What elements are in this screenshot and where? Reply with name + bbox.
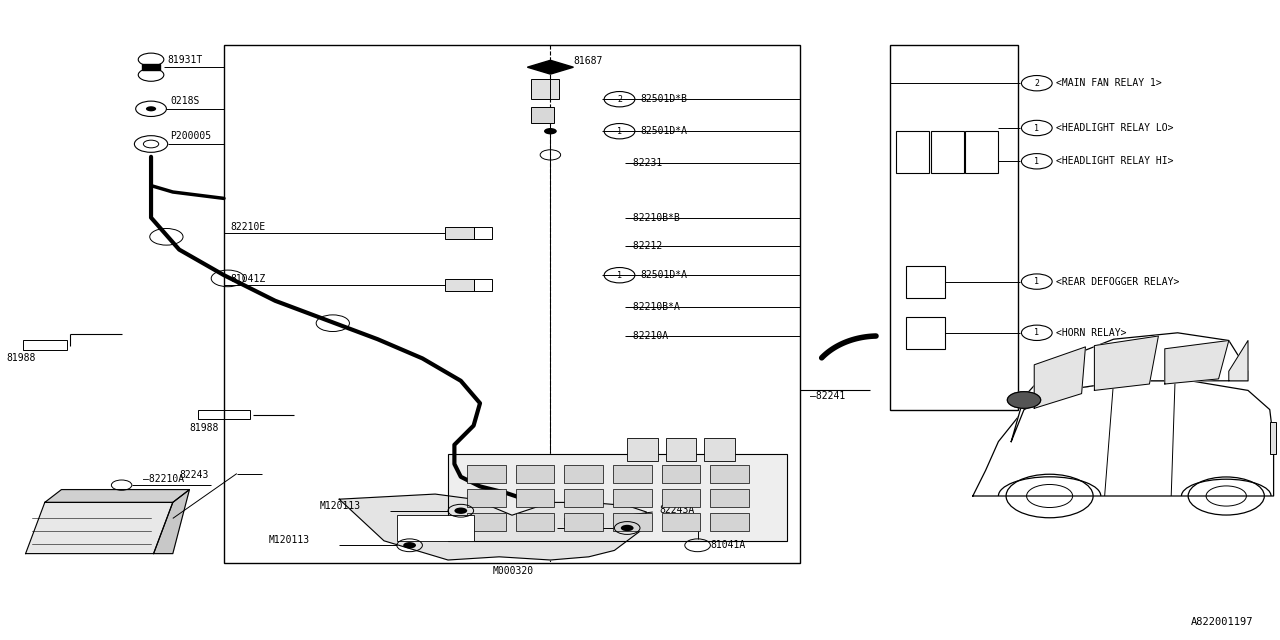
Text: —82231: —82231 xyxy=(627,158,663,168)
Text: M120113: M120113 xyxy=(563,518,604,528)
Bar xyxy=(23,340,67,350)
Text: 81988: 81988 xyxy=(189,422,219,433)
Bar xyxy=(448,454,787,541)
Text: 0218S: 0218S xyxy=(170,96,200,106)
Bar xyxy=(531,107,554,123)
Bar xyxy=(613,513,652,531)
Bar xyxy=(467,513,506,531)
Bar xyxy=(931,131,964,173)
Text: 82501D*A: 82501D*A xyxy=(640,270,687,280)
Bar xyxy=(662,489,700,507)
Bar xyxy=(627,438,658,461)
Text: <HORN RELAY>: <HORN RELAY> xyxy=(1056,328,1126,338)
Text: 81931T: 81931T xyxy=(168,54,204,65)
Text: 1: 1 xyxy=(1034,328,1039,337)
Text: M120113: M120113 xyxy=(320,500,361,511)
Polygon shape xyxy=(142,64,160,70)
Polygon shape xyxy=(26,502,173,554)
Bar xyxy=(397,515,474,541)
Text: 1: 1 xyxy=(617,127,622,136)
Polygon shape xyxy=(1034,347,1085,408)
Bar xyxy=(613,489,652,507)
Circle shape xyxy=(454,508,467,514)
Polygon shape xyxy=(1229,340,1248,381)
Text: M000320: M000320 xyxy=(493,566,534,576)
Text: —82241: —82241 xyxy=(810,390,846,401)
Text: —82210A: —82210A xyxy=(627,331,668,341)
Text: —82210A: —82210A xyxy=(143,474,184,484)
Bar xyxy=(890,45,1018,410)
Text: A822001197: A822001197 xyxy=(1190,617,1253,627)
Text: 82243: 82243 xyxy=(179,470,209,480)
Text: 1: 1 xyxy=(1034,157,1039,166)
Polygon shape xyxy=(1094,336,1158,390)
Polygon shape xyxy=(448,454,787,541)
Bar xyxy=(198,410,250,419)
Polygon shape xyxy=(339,494,646,560)
Text: 81988: 81988 xyxy=(6,353,36,364)
Bar xyxy=(516,513,554,531)
Circle shape xyxy=(146,106,156,111)
Bar xyxy=(906,266,945,298)
Bar xyxy=(613,465,652,483)
Text: 81041Z: 81041Z xyxy=(230,274,266,284)
Text: M120113: M120113 xyxy=(269,535,310,545)
Bar xyxy=(564,489,603,507)
Bar xyxy=(666,438,696,461)
Bar xyxy=(564,465,603,483)
Bar xyxy=(965,131,998,173)
Bar xyxy=(710,513,749,531)
Polygon shape xyxy=(198,410,250,419)
Bar xyxy=(662,465,700,483)
Polygon shape xyxy=(527,60,573,74)
Polygon shape xyxy=(1011,333,1248,442)
Circle shape xyxy=(403,542,416,548)
Text: —82210B*B: —82210B*B xyxy=(627,212,680,223)
Bar xyxy=(474,227,492,239)
Bar xyxy=(564,513,603,531)
Text: 82243A: 82243A xyxy=(659,505,695,515)
Circle shape xyxy=(1007,392,1041,408)
Polygon shape xyxy=(154,490,189,554)
Text: 1: 1 xyxy=(617,271,622,280)
Bar xyxy=(531,79,559,99)
Bar xyxy=(710,465,749,483)
Bar xyxy=(224,45,800,563)
Text: 2: 2 xyxy=(617,95,622,104)
Polygon shape xyxy=(973,381,1274,496)
Polygon shape xyxy=(45,490,189,502)
Circle shape xyxy=(621,525,634,531)
Polygon shape xyxy=(23,340,67,350)
Text: 81041A: 81041A xyxy=(710,540,746,550)
Circle shape xyxy=(544,128,557,134)
Bar xyxy=(516,489,554,507)
Text: 82501D*A: 82501D*A xyxy=(640,126,687,136)
Bar xyxy=(516,465,554,483)
Polygon shape xyxy=(1165,340,1229,384)
Text: <REAR DEFOGGER RELAY>: <REAR DEFOGGER RELAY> xyxy=(1056,276,1179,287)
Text: <HEADLIGHT RELAY HI>: <HEADLIGHT RELAY HI> xyxy=(1056,156,1174,166)
Text: 82501D*B: 82501D*B xyxy=(640,94,687,104)
Text: —82210B*A: —82210B*A xyxy=(627,302,680,312)
Text: 1: 1 xyxy=(1034,124,1039,132)
Bar xyxy=(662,513,700,531)
Bar xyxy=(1270,422,1276,454)
Bar xyxy=(710,489,749,507)
Text: P200005: P200005 xyxy=(170,131,211,141)
Bar xyxy=(906,317,945,349)
Bar xyxy=(445,279,474,291)
Text: 81687: 81687 xyxy=(573,56,603,66)
Text: <MAIN FAN RELAY 1>: <MAIN FAN RELAY 1> xyxy=(1056,78,1162,88)
Text: 2: 2 xyxy=(1034,79,1039,88)
Bar xyxy=(467,465,506,483)
Bar xyxy=(704,438,735,461)
Text: <HEADLIGHT RELAY LO>: <HEADLIGHT RELAY LO> xyxy=(1056,123,1174,133)
Text: —82212: —82212 xyxy=(627,241,663,252)
Bar xyxy=(896,131,929,173)
Bar xyxy=(445,227,474,239)
Text: 82210E: 82210E xyxy=(230,222,266,232)
Bar xyxy=(474,279,492,291)
Text: 1: 1 xyxy=(1034,277,1039,286)
Bar xyxy=(467,489,506,507)
